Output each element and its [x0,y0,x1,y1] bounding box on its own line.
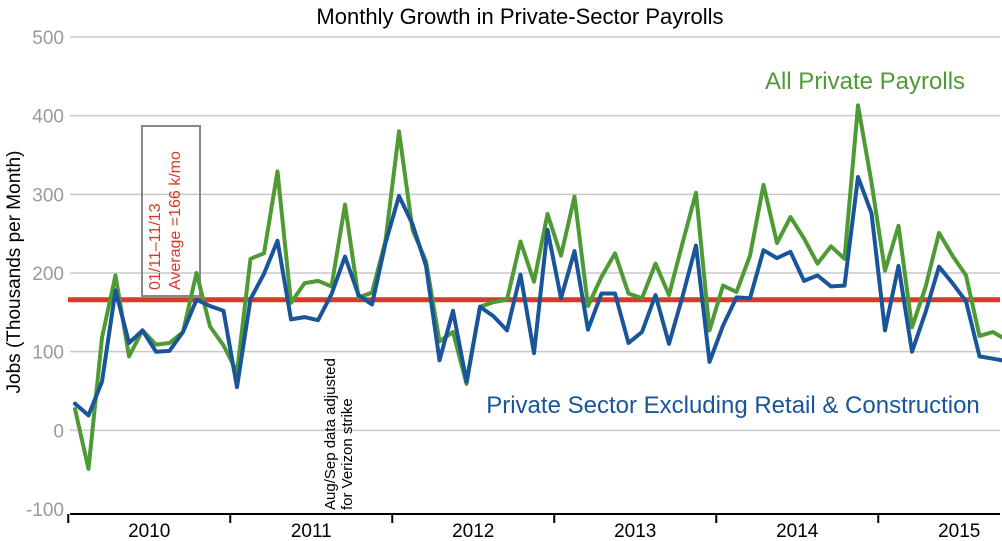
average-label-box [141,125,201,297]
series-line-excl-retail-construction [73,175,1002,418]
verizon-note-line1: Aug/Sep data adjusted [322,358,339,510]
chart-title: Monthly Growth in Private-Sector Payroll… [316,4,723,29]
series-label-all-private: All Private Payrolls [765,68,965,95]
y-tick-label: 500 [32,28,64,49]
x-tick-label: 2015 [938,521,980,541]
x-tick-label: 2011 [291,521,332,541]
y-axis-label: Jobs (Thousands per Month) [4,151,25,394]
y-tick-label: -100 [26,500,64,521]
average-label-value: Average =166 k/mo [167,151,184,290]
x-tick-label: 2013 [614,521,656,541]
gridlines [70,36,1000,432]
y-axis-ticks: 500 400 300 200 100 0 -100 [26,28,64,521]
x-tick-label: 2012 [452,521,494,541]
y-tick-label: 300 [32,185,64,206]
y-tick-label: 0 [53,421,64,442]
y-tick-label: 400 [32,107,64,128]
series-label-excl-retail-construction: Private Sector Excluding Retail & Constr… [486,392,980,419]
y-tick-label: 100 [32,343,64,364]
x-tick-label: 2014 [776,521,819,541]
verizon-note-line2: for Verizon strike [339,398,356,510]
y-tick-label: 200 [32,264,64,285]
x-tick-label: 2010 [128,521,170,541]
average-label-dates: 01/11–11/13 [147,203,164,290]
x-axis: 2010 2011 2012 2013 2014 2015 [67,513,1000,541]
